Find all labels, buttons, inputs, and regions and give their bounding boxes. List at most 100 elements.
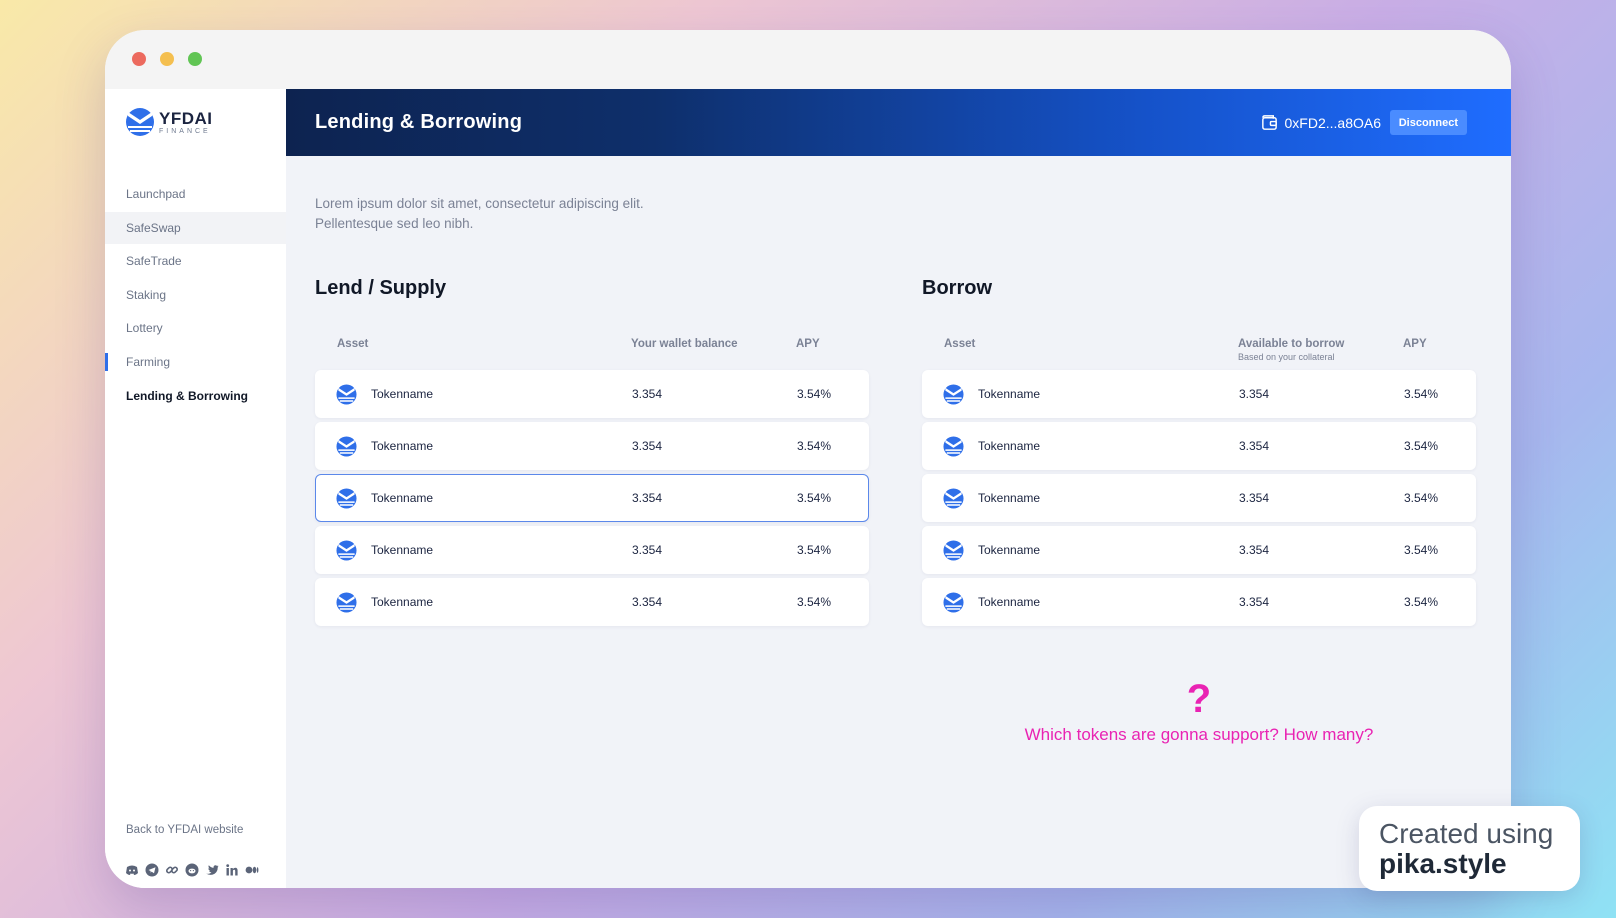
brand-name: YFDAI xyxy=(159,108,213,128)
token-name: Tokenname xyxy=(371,543,434,557)
token-apy: 3.54% xyxy=(1404,387,1439,401)
lend-col-apy: APY xyxy=(796,338,820,350)
token-name: Tokenname xyxy=(978,543,1041,557)
sidebar-item-launchpad[interactable]: Launchpad xyxy=(126,187,186,201)
app-window: YFDAI FINANCE Launchpad SafeSwap SafeTra… xyxy=(105,30,1511,888)
token-name: Tokenname xyxy=(978,387,1041,401)
token-apy: 3.54% xyxy=(1404,491,1439,505)
borrow-table-body: Tokenname 3.354 3.54% Tokenname 3.354 3.… xyxy=(922,370,1476,626)
telegram-icon[interactable] xyxy=(145,863,159,877)
intro-line-2: Pellentesque sed leo nibh. xyxy=(315,216,474,231)
brand-logo[interactable]: YFDAI FINANCE xyxy=(125,107,213,137)
medium-icon[interactable] xyxy=(245,863,259,877)
borrow-table-header: Asset Available to borrow Based on your … xyxy=(922,330,1476,370)
token-apy: 3.54% xyxy=(797,543,832,557)
token-icon xyxy=(336,592,357,613)
sidebar-item-safeswap[interactable]: SafeSwap xyxy=(105,211,286,244)
watermark-line-1: Created using xyxy=(1379,818,1554,849)
borrow-row[interactable]: Tokenname 3.354 3.54% xyxy=(922,422,1476,470)
borrow-col-available-sub: Based on your collateral xyxy=(1238,352,1335,362)
borrow-row[interactable]: Tokenname 3.354 3.54% xyxy=(922,578,1476,626)
page-title: Lending & Borrowing xyxy=(315,111,523,133)
social-links xyxy=(125,863,259,877)
wallet-balance: 3.354 xyxy=(632,439,663,453)
linkedin-icon[interactable] xyxy=(225,863,239,877)
available-to-borrow: 3.354 xyxy=(1239,439,1270,453)
token-name: Tokenname xyxy=(978,491,1041,505)
token-name: Tokenname xyxy=(978,439,1041,453)
borrow-col-available: Available to borrow Based on your collat… xyxy=(1238,338,1344,362)
token-name: Tokenname xyxy=(371,439,434,453)
discord-icon[interactable] xyxy=(125,863,139,877)
question-mark-icon: ? xyxy=(1186,677,1212,721)
token-apy: 3.54% xyxy=(797,595,832,609)
lend-row[interactable]: Tokenname 3.354 3.54% xyxy=(315,578,869,626)
wallet-address[interactable]: 0xFD2...a8OA6 xyxy=(1260,113,1382,132)
wallet-balance: 3.354 xyxy=(632,543,663,557)
main-content: Lending & Borrowing 0xFD2...a8OA6 Discon… xyxy=(286,89,1511,888)
sidebar-item-lottery[interactable]: Lottery xyxy=(126,321,163,336)
lend-table-body: Tokenname 3.354 3.54% Tokenname 3.354 3.… xyxy=(315,370,869,626)
annotation-text: Which tokens are gonna support? How many… xyxy=(1024,725,1374,744)
borrow-row[interactable]: Tokenname 3.354 3.54% xyxy=(922,526,1476,574)
token-name: Tokenname xyxy=(371,491,434,505)
lend-row[interactable]: Tokenname 3.354 3.54% xyxy=(315,526,869,574)
token-icon xyxy=(943,592,964,613)
token-apy: 3.54% xyxy=(797,387,832,401)
sidebar-nav: Launchpad SafeSwap SafeTrade Staking Lot… xyxy=(105,178,286,413)
close-window-button[interactable] xyxy=(132,52,146,66)
token-icon xyxy=(336,384,357,405)
annotation-note: ? Which tokens are gonna support? How ma… xyxy=(922,679,1476,745)
token-icon xyxy=(943,488,964,509)
maximize-window-button[interactable] xyxy=(188,52,202,66)
lend-row[interactable]: Tokenname 3.354 3.54% xyxy=(315,422,869,470)
disconnect-button[interactable]: Disconnect xyxy=(1389,110,1467,135)
borrow-section-title: Borrow xyxy=(922,277,992,299)
back-to-website-link[interactable]: Back to YFDAI website xyxy=(126,824,244,836)
sidebar-item-safetrade[interactable]: SafeTrade xyxy=(126,254,182,269)
wallet-address-text: 0xFD2...a8OA6 xyxy=(1284,114,1382,131)
borrow-col-available-label: Available to borrow xyxy=(1238,338,1345,350)
yfdai-logo-icon xyxy=(126,108,154,136)
available-to-borrow: 3.354 xyxy=(1239,595,1270,609)
window-titlebar xyxy=(105,30,1511,89)
lend-row-selected[interactable]: Tokenname 3.354 3.54% xyxy=(315,474,869,522)
wallet-balance: 3.354 xyxy=(632,387,663,401)
intro-line-1: Lorem ipsum dolor sit amet, consectetur … xyxy=(315,196,644,211)
token-name: Tokenname xyxy=(371,595,434,609)
borrow-col-apy: APY xyxy=(1403,338,1427,350)
sidebar: YFDAI FINANCE Launchpad SafeSwap SafeTra… xyxy=(105,89,286,888)
sidebar-item-staking[interactable]: Staking xyxy=(126,287,167,302)
lend-section-title: Lend / Supply xyxy=(315,277,447,299)
token-apy: 3.54% xyxy=(1404,595,1439,609)
token-apy: 3.54% xyxy=(797,491,832,505)
lend-col-balance: Your wallet balance xyxy=(631,338,738,350)
available-to-borrow: 3.354 xyxy=(1239,491,1270,505)
app-body: YFDAI FINANCE Launchpad SafeSwap SafeTra… xyxy=(105,89,1511,888)
borrow-row[interactable]: Tokenname 3.354 3.54% xyxy=(922,370,1476,418)
twitter-icon[interactable] xyxy=(205,863,219,877)
brand-subtitle: FINANCE xyxy=(159,127,211,135)
borrow-row[interactable]: Tokenname 3.354 3.54% xyxy=(922,474,1476,522)
token-name: Tokenname xyxy=(371,387,434,401)
watermark-line-2: pika.style xyxy=(1379,848,1507,879)
token-name: Tokenname xyxy=(978,595,1041,609)
lend-supply-section: Lend / Supply Asset Your wallet balance … xyxy=(315,277,869,630)
page-header: Lending & Borrowing 0xFD2...a8OA6 Discon… xyxy=(286,89,1511,156)
sidebar-item-lending-borrowing[interactable]: Lending & Borrowing xyxy=(126,388,248,403)
token-icon xyxy=(943,384,964,405)
token-icon xyxy=(336,488,357,509)
available-to-borrow: 3.354 xyxy=(1239,543,1270,557)
reddit-icon[interactable] xyxy=(185,863,199,877)
link-icon[interactable] xyxy=(165,863,179,877)
token-icon xyxy=(336,540,357,561)
sidebar-item-farming[interactable]: Farming xyxy=(105,346,286,378)
borrow-col-asset: Asset xyxy=(944,338,976,350)
lend-col-asset: Asset xyxy=(337,338,369,350)
token-apy: 3.54% xyxy=(1404,543,1439,557)
lend-row[interactable]: Tokenname 3.354 3.54% xyxy=(315,370,869,418)
watermark-badge: Created using pika.style xyxy=(1359,806,1580,891)
minimize-window-button[interactable] xyxy=(160,52,174,66)
wallet-balance: 3.354 xyxy=(632,491,663,505)
wallet-balance: 3.354 xyxy=(632,595,663,609)
